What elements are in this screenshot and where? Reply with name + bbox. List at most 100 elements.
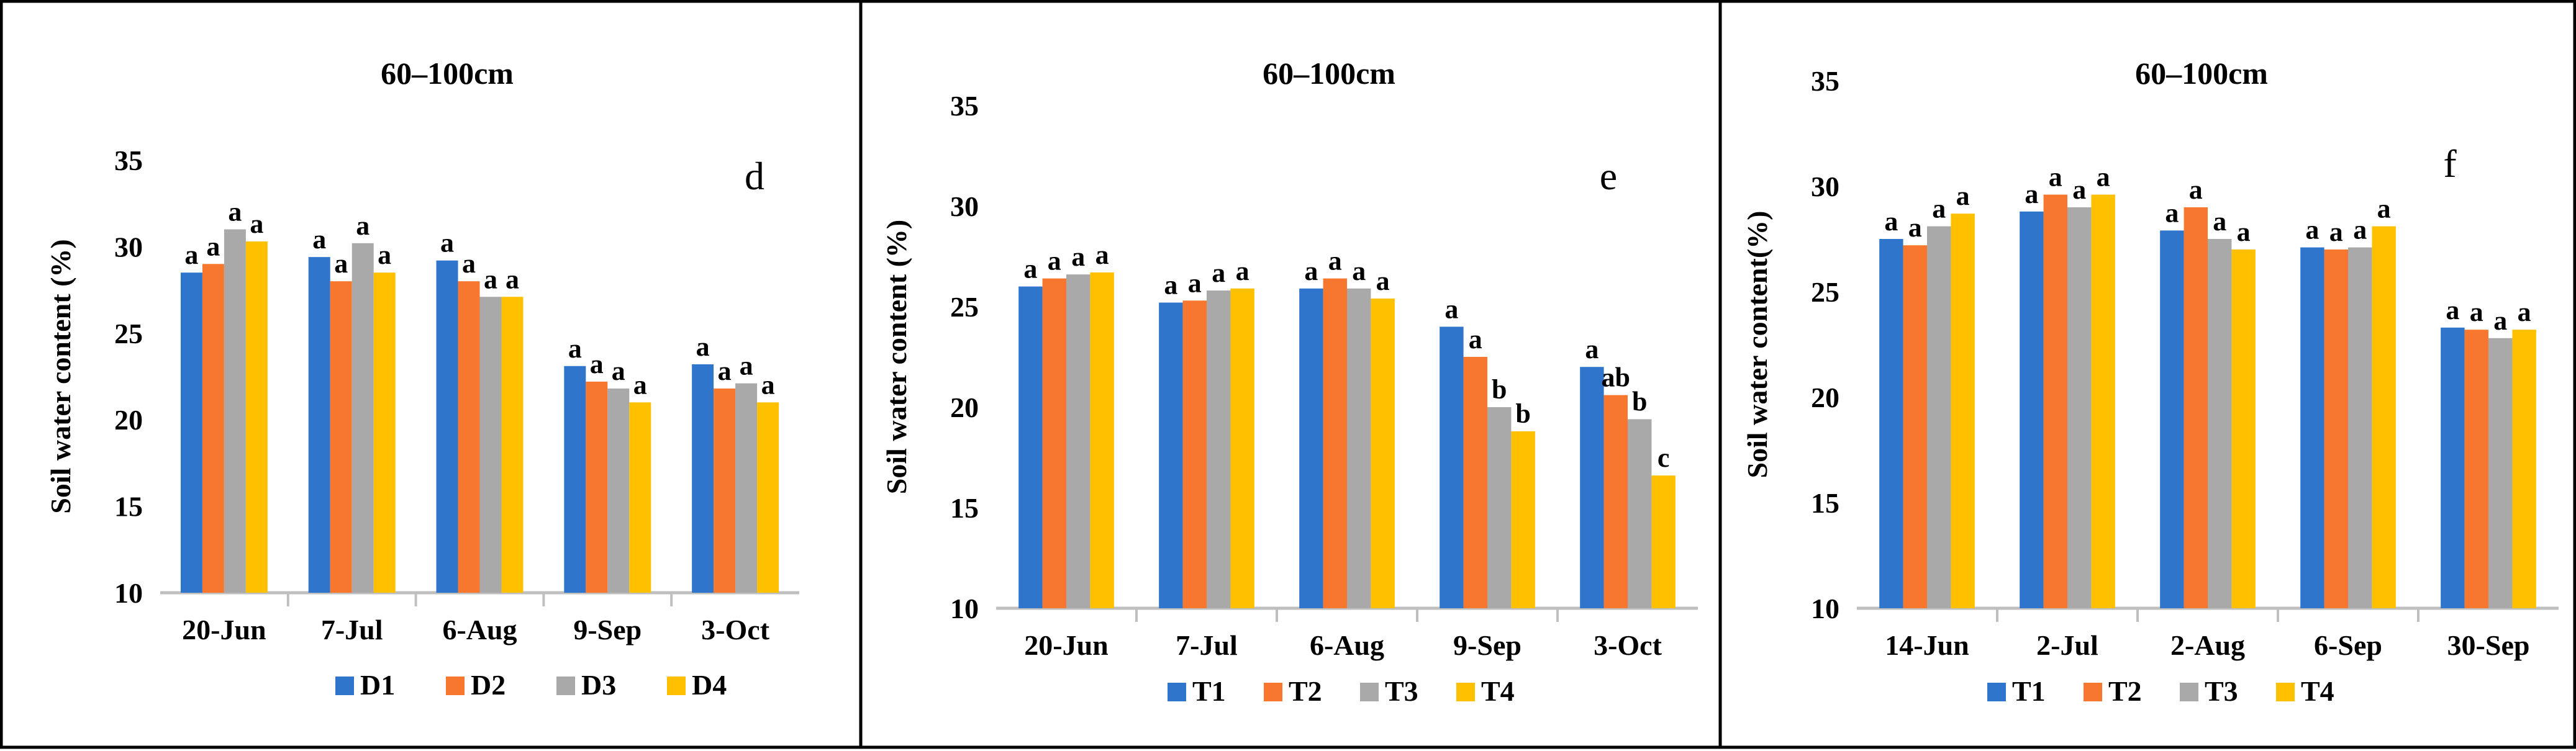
significance-label: a [2305, 215, 2319, 245]
bar-t1 [1440, 326, 1464, 608]
bar-t2 [2324, 250, 2348, 608]
significance-label: a [740, 351, 753, 381]
bar-t3 [2067, 207, 2092, 608]
bar-t1 [2300, 247, 2324, 609]
y-tick-label: 10 [1811, 593, 1839, 624]
significance-label: a [2189, 174, 2203, 205]
significance-label: b [1492, 374, 1507, 405]
y-tick-label: 35 [114, 145, 143, 176]
bar-d4 [757, 402, 779, 593]
chart-title: 60–100cm [1263, 56, 1395, 91]
bar-d1 [564, 366, 586, 593]
significance-label: a [696, 331, 710, 362]
y-tick-label: 15 [950, 492, 979, 524]
legend-swatch-t1 [1987, 683, 2006, 701]
x-tick-label: 7-Jul [1176, 629, 1238, 661]
significance-label: a [633, 369, 647, 400]
significance-label: a [2377, 194, 2391, 224]
y-tick-label: 25 [114, 318, 143, 349]
x-tick-label: 9-Sep [573, 614, 642, 645]
significance-label: b [1515, 398, 1530, 429]
bar-d3 [479, 297, 502, 593]
x-tick-label: 20-Jun [1024, 629, 1108, 661]
x-tick-label: 2-Jul [2036, 629, 2098, 661]
bar-t3 [1207, 290, 1231, 608]
bar-t2 [2043, 194, 2067, 609]
bar-t3 [1628, 419, 1652, 608]
x-tick-label: 3-Oct [701, 614, 770, 645]
legend-swatch-t2 [2084, 683, 2102, 701]
significance-label: a [2025, 179, 2038, 209]
significance-label: b [1632, 386, 1647, 416]
bar-t3 [2208, 239, 2232, 608]
significance-label: a [206, 231, 220, 261]
bar-d4 [245, 241, 268, 593]
significance-label: a [2097, 162, 2110, 192]
bar-t1 [1879, 239, 1903, 608]
x-tick-label: 6-Sep [2314, 629, 2382, 661]
significance-label: a [356, 210, 370, 241]
legend-label-t2: T2 [2108, 675, 2142, 707]
x-tick-label: 14-Jun [1885, 629, 1969, 661]
chart-title: 60–100cm [2135, 56, 2268, 91]
significance-label: a [312, 224, 326, 254]
significance-label: a [1188, 268, 1202, 298]
significance-label: a [1328, 246, 1342, 276]
significance-label: a [1376, 266, 1390, 296]
significance-label: a [2493, 305, 2507, 336]
panel-letter: d [745, 154, 764, 198]
significance-label: a [1884, 206, 1898, 236]
significance-label: a [184, 240, 198, 270]
bar-t4 [1951, 214, 1975, 608]
significance-label: a [2446, 295, 2459, 325]
bar-t1 [1159, 302, 1183, 608]
x-tick-label: 6-Aug [1310, 629, 1384, 661]
legend-label-t4: T4 [2301, 675, 2334, 707]
significance-label: a [2072, 174, 2086, 205]
bar-d1 [180, 272, 202, 593]
y-tick-label: 15 [1811, 487, 1839, 519]
legend-label-t4: T4 [1481, 675, 1515, 707]
significance-label: a [590, 349, 604, 379]
y-tick-label: 35 [1811, 65, 1839, 97]
bar-t4 [1511, 431, 1535, 608]
x-tick-label: 6-Aug [442, 614, 517, 645]
legend-label-t2: T2 [1289, 675, 1322, 707]
significance-label: a [462, 248, 476, 279]
y-tick-label: 30 [1811, 171, 1839, 202]
significance-label: a [1048, 246, 1061, 276]
x-tick-label: 30-Sep [2447, 629, 2530, 661]
legend-swatch-t3 [1360, 683, 1379, 701]
bar-t3 [1487, 407, 1512, 608]
legend-label-d3: D3 [581, 669, 616, 701]
legend-swatch-d2 [446, 677, 465, 695]
significance-label: a [2237, 217, 2251, 247]
legend-label-t3: T3 [1385, 675, 1418, 707]
legend-swatch-t2 [1264, 683, 1282, 701]
significance-label: a [1469, 324, 1482, 354]
bar-t3 [2348, 247, 2372, 609]
significance-label: a [1908, 212, 1922, 243]
significance-label: a [1023, 254, 1037, 284]
bar-d2 [458, 281, 480, 593]
significance-label: a [1071, 241, 1085, 272]
bar-d4 [629, 402, 651, 593]
bar-d4 [501, 297, 524, 593]
bar-t2 [1042, 278, 1066, 608]
significance-label: a [250, 209, 263, 239]
bar-t3 [1066, 274, 1091, 608]
y-tick-label: 10 [114, 577, 143, 609]
bar-t2 [1323, 278, 1347, 608]
y-tick-label: 25 [1811, 276, 1839, 308]
y-axis-label: Soil water content (%) [45, 239, 76, 513]
y-tick-label: 25 [950, 291, 979, 323]
significance-label: a [1444, 294, 1458, 324]
bar-t4 [1230, 288, 1254, 609]
bar-t2 [1603, 395, 1628, 608]
significance-label: a [568, 333, 582, 364]
significance-label: a [1095, 240, 1109, 270]
significance-label: a [2213, 206, 2226, 236]
bar-t2 [1903, 245, 1927, 608]
chart-title: 60–100cm [381, 56, 514, 91]
